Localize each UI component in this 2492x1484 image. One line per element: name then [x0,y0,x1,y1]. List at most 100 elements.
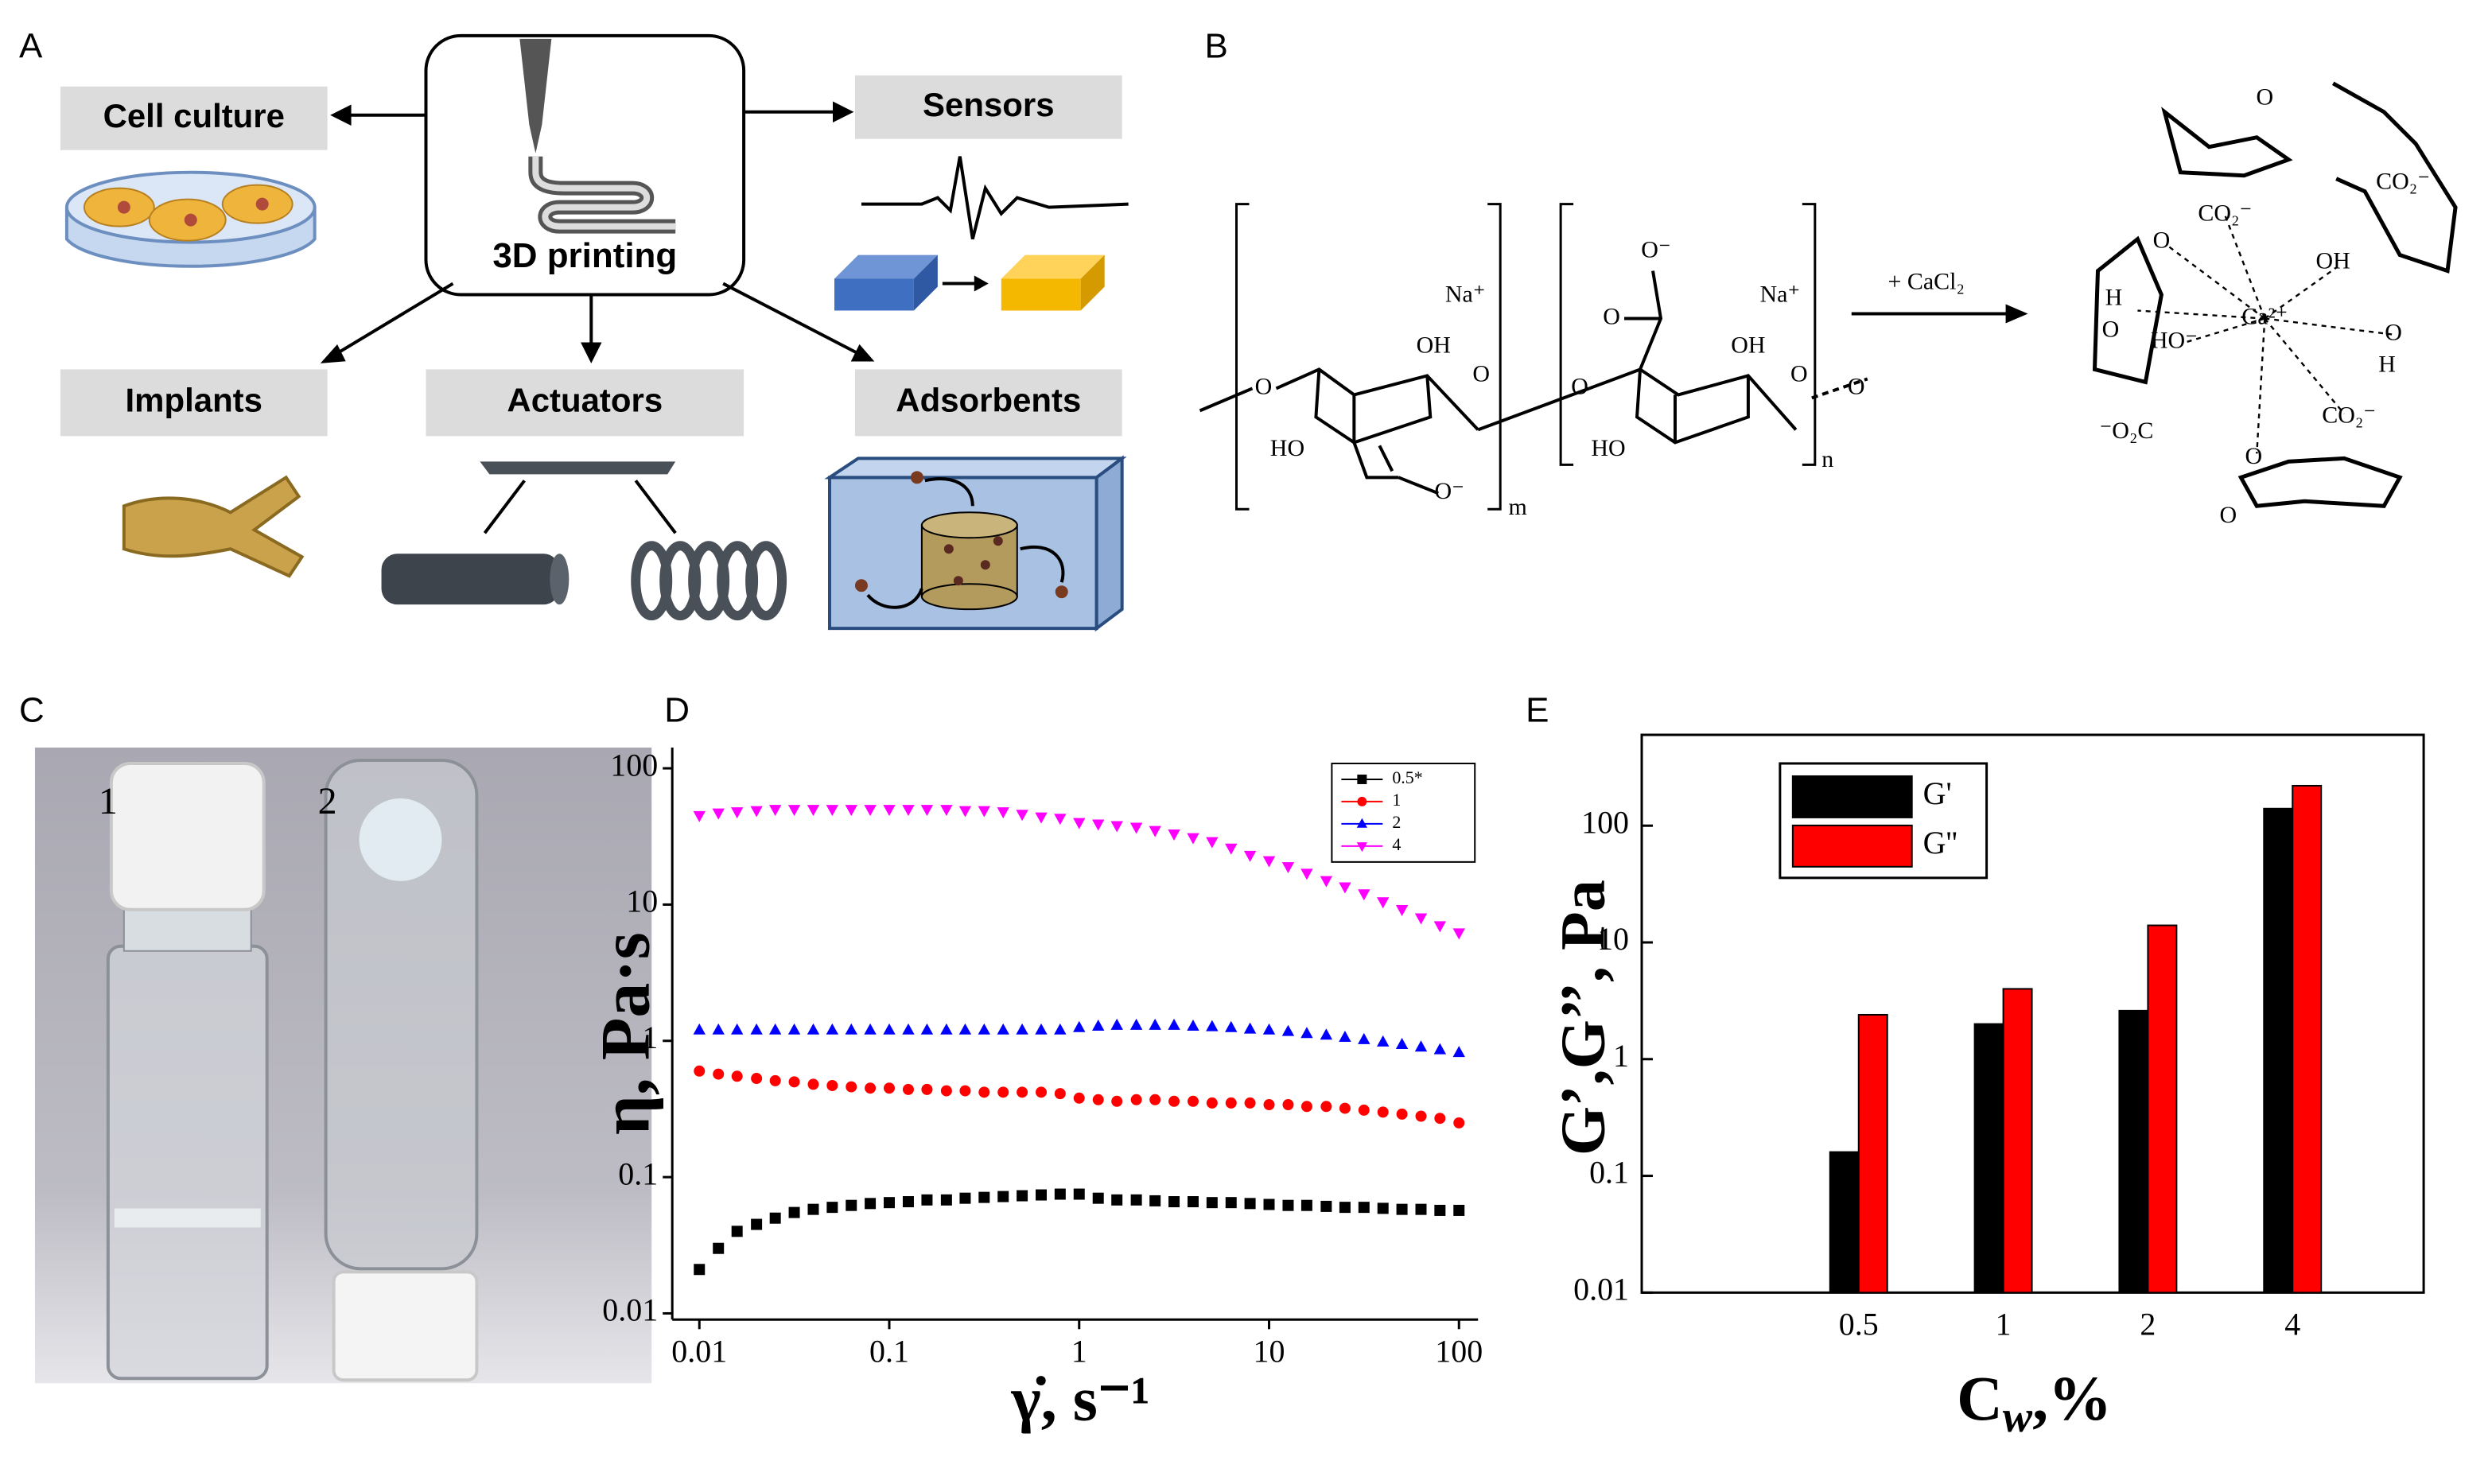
data-point [807,1078,819,1090]
data-point [1243,1022,1257,1034]
sugar-ring-part [1477,387,1590,432]
data-point [693,1023,706,1035]
data-point [1092,1192,1104,1204]
data-point [1130,1094,1142,1105]
data-point [826,1079,838,1091]
data-point [1206,1197,1218,1209]
chem-label: O⁻ [1435,478,1464,504]
coordination-bond-part [2264,317,2346,415]
x-tick-label: 0.1 [869,1333,909,1369]
series [693,1018,1465,1058]
adsorbent-icon-part [920,511,1018,539]
chem-label: CO₂⁻ [2376,169,2430,195]
adsorbent-icon-part [993,536,1003,546]
data-point [1262,1023,1276,1035]
y-tick-label: 1 [642,1020,658,1055]
data-point [1434,1113,1446,1125]
y-tick-label: 100 [610,747,658,783]
sensor-icon-part [861,156,1129,240]
egg-box-structure-part [2331,81,2458,274]
legend-marker [1357,774,1367,784]
data-point [902,1083,914,1095]
data-point [1168,829,1180,841]
app-box [60,75,1122,437]
data-point [1453,1204,1465,1216]
chem-label: Na⁺ [1759,281,1800,307]
chem-label: OH [2316,247,2350,274]
chem-label: O [1848,373,1865,399]
data-point [1225,1097,1237,1109]
petri-dish-icon [64,170,317,268]
y-tick-label: 0.01 [602,1292,658,1328]
y-tick-label: 10 [626,884,658,919]
data-point [1168,1018,1180,1030]
panel-c: C 1 2 [19,691,652,1384]
data-point [1225,1197,1237,1209]
app-label: Adsorbents [896,381,1081,418]
data-point [693,810,706,822]
data-point [768,805,782,817]
data-point [1452,1046,1465,1058]
data-point [1396,1108,1408,1120]
sensor-icon-part [834,278,914,311]
vial-part [114,1208,261,1228]
adsorbent-icon-part [920,583,1018,611]
adsorbent-icon-part [1094,455,1124,632]
legend-marker [1356,818,1367,828]
data-point [958,1023,972,1035]
chem-label: O [1255,373,1273,399]
data-point [807,805,820,817]
data-point [1395,905,1409,917]
legend-marker [1357,796,1367,806]
data-point [1092,819,1105,831]
panel-letter: E [1526,691,1549,730]
data-point [1396,1203,1408,1215]
data-point [978,1191,990,1203]
data-point [694,1264,706,1276]
x-axis-label-part: w [2003,1393,2033,1442]
x-axis-label-part: C [1957,1365,2003,1435]
data-point [1035,1023,1048,1035]
legend-label: 0.5* [1392,767,1422,787]
actuator-icon-part [483,480,526,534]
panel-a: A 3D printing Cell culture Sensors Impla… [19,26,1129,632]
implant-icon [122,475,305,578]
data-point [768,1023,782,1035]
data-point [1244,1097,1256,1109]
data-point [1016,810,1028,822]
bar [1829,1151,1860,1294]
data-point [1339,1031,1351,1043]
coordination-bond [2137,215,2393,454]
chem-label: O [1571,373,1588,399]
chem-label: O [2256,84,2273,111]
data-point [1016,1023,1028,1035]
data-point [1225,843,1238,855]
data-point [940,1085,952,1097]
egg-box-structure-part [2237,456,2403,508]
data-point [1300,1101,1312,1113]
chem-label: m [1509,494,1527,520]
arrow-part [336,282,454,355]
bracket-part [1559,203,1574,466]
data-point [921,1083,933,1095]
data-point [1434,1204,1446,1216]
data-point [997,1086,1009,1098]
data-point [1168,1095,1180,1107]
arrow [2005,304,2028,324]
data-point [1282,1199,1294,1211]
bar [2147,924,2178,1294]
bar [1857,1013,1888,1294]
data-point [1073,818,1086,829]
data-point [1054,814,1067,826]
coordination-bond-part [2137,309,2265,320]
chart-d: D 0.01 0.1 1 10 100 0.01 0.1 1 10 100 η, Pa·s γ̇, s⁻… [587,691,1483,1435]
arrow-part [850,344,875,362]
adsorbent-icon-part [943,544,954,554]
actuator-icon [381,461,787,621]
panel-letter: B [1205,26,1228,65]
arrow-part [722,282,859,355]
data-point [1035,812,1048,824]
bracket [1235,203,1817,511]
app-box-part [426,369,744,437]
legend-swatch [1791,824,1913,868]
